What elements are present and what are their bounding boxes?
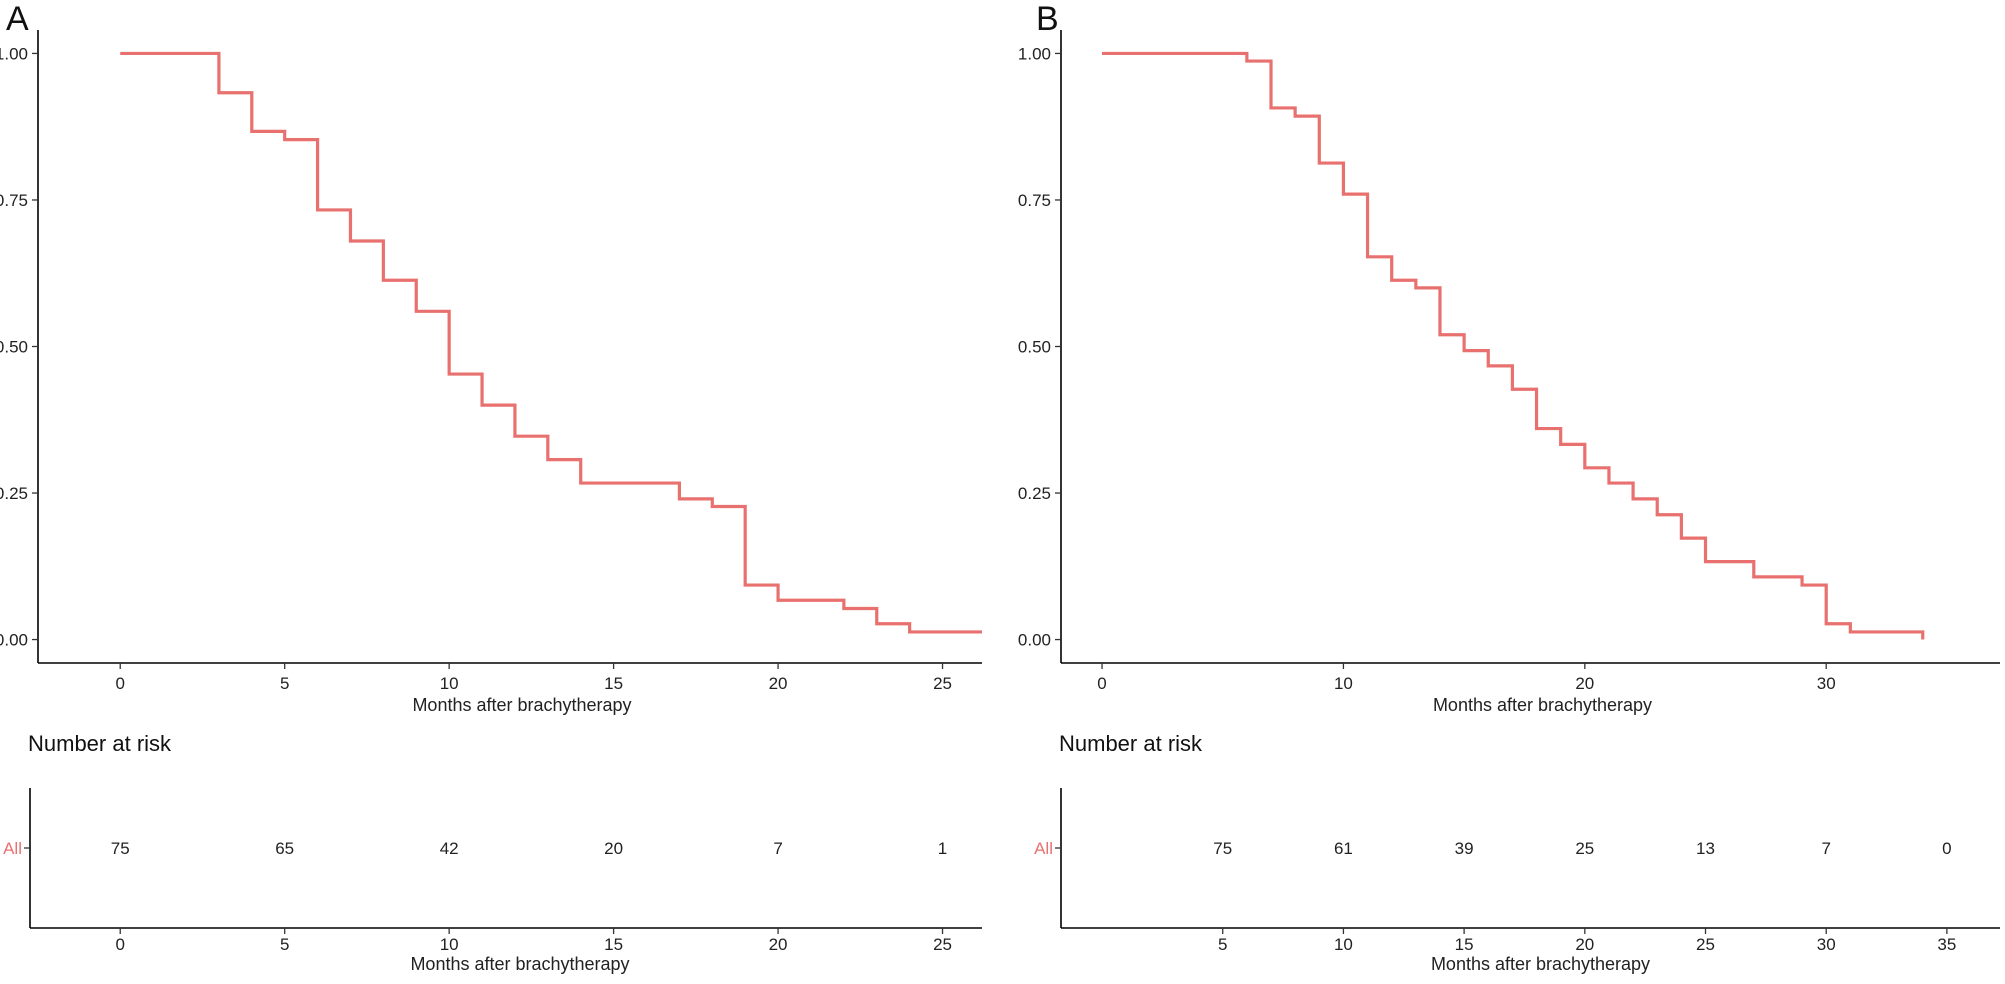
risk-strata-label: All bbox=[3, 839, 22, 858]
risk-strata-label: All bbox=[1034, 839, 1053, 858]
risk-x-tick-label: 5 bbox=[1218, 935, 1227, 954]
x-tick-label: 30 bbox=[1817, 674, 1836, 693]
risk-x-tick-label: 20 bbox=[769, 935, 788, 954]
survival-curve-all bbox=[120, 51, 982, 634]
risk-x-tick-label: 10 bbox=[1334, 935, 1353, 954]
risk-count: 25 bbox=[1575, 839, 1594, 858]
y-tick-label: 0.00 bbox=[1018, 631, 1051, 650]
risk-table-title: Number at risk bbox=[28, 731, 172, 756]
risk-x-tick-label: 30 bbox=[1817, 935, 1836, 954]
risk-count: 1 bbox=[938, 839, 947, 858]
risk-count: 65 bbox=[275, 839, 294, 858]
x-tick-label: 10 bbox=[440, 674, 459, 693]
y-tick-label: 0.00 bbox=[0, 631, 28, 650]
y-tick-label: 0.25 bbox=[1018, 484, 1051, 503]
risk-table-title: Number at risk bbox=[1059, 731, 1203, 756]
risk-table-x-axis-title: Months after brachytherapy bbox=[410, 954, 629, 974]
risk-table-x-axis-title: Months after brachytherapy bbox=[1431, 954, 1650, 974]
survival-curve-all bbox=[1102, 51, 1925, 640]
panel-label: B bbox=[1036, 0, 1059, 38]
risk-count: 13 bbox=[1696, 839, 1715, 858]
risk-x-tick-label: 25 bbox=[1696, 935, 1715, 954]
x-tick-label: 25 bbox=[933, 674, 952, 693]
x-axis-title: Months after brachytherapy bbox=[412, 695, 631, 715]
risk-count: 75 bbox=[111, 839, 130, 858]
risk-count: 75 bbox=[1213, 839, 1232, 858]
x-tick-label: 10 bbox=[1334, 674, 1353, 693]
risk-x-tick-label: 10 bbox=[440, 935, 459, 954]
y-tick-label: 0.50 bbox=[0, 338, 28, 357]
x-tick-label: 20 bbox=[1575, 674, 1594, 693]
risk-count: 7 bbox=[773, 839, 782, 858]
y-tick-label: 0.75 bbox=[0, 191, 28, 210]
risk-x-tick-label: 25 bbox=[933, 935, 952, 954]
x-tick-label: 0 bbox=[115, 674, 124, 693]
risk-x-tick-label: 0 bbox=[115, 935, 124, 954]
panel-label: A bbox=[6, 0, 29, 38]
y-tick-label: 1.00 bbox=[0, 44, 28, 63]
risk-x-tick-label: 15 bbox=[1455, 935, 1474, 954]
risk-count: 39 bbox=[1455, 839, 1474, 858]
risk-x-tick-label: 15 bbox=[604, 935, 623, 954]
risk-count: 7 bbox=[1821, 839, 1830, 858]
risk-x-tick-label: 35 bbox=[1937, 935, 1956, 954]
risk-x-tick-label: 5 bbox=[280, 935, 289, 954]
x-tick-label: 0 bbox=[1097, 674, 1106, 693]
y-tick-label: 0.50 bbox=[1018, 338, 1051, 357]
y-tick-label: 0.75 bbox=[1018, 191, 1051, 210]
x-tick-label: 20 bbox=[769, 674, 788, 693]
x-tick-label: 15 bbox=[604, 674, 623, 693]
x-tick-label: 5 bbox=[280, 674, 289, 693]
risk-x-tick-label: 20 bbox=[1575, 935, 1594, 954]
x-axis-title: Months after brachytherapy bbox=[1433, 695, 1652, 715]
risk-count: 42 bbox=[440, 839, 459, 858]
y-tick-label: 0.25 bbox=[0, 484, 28, 503]
risk-count: 61 bbox=[1334, 839, 1353, 858]
y-tick-label: 1.00 bbox=[1018, 44, 1051, 63]
panel-b: B 0.00 0.25 0.50 0.75 1.00 0 10 20 30 Months after… bbox=[1018, 0, 2000, 974]
risk-count: 0 bbox=[1942, 839, 1951, 858]
risk-count: 20 bbox=[604, 839, 623, 858]
